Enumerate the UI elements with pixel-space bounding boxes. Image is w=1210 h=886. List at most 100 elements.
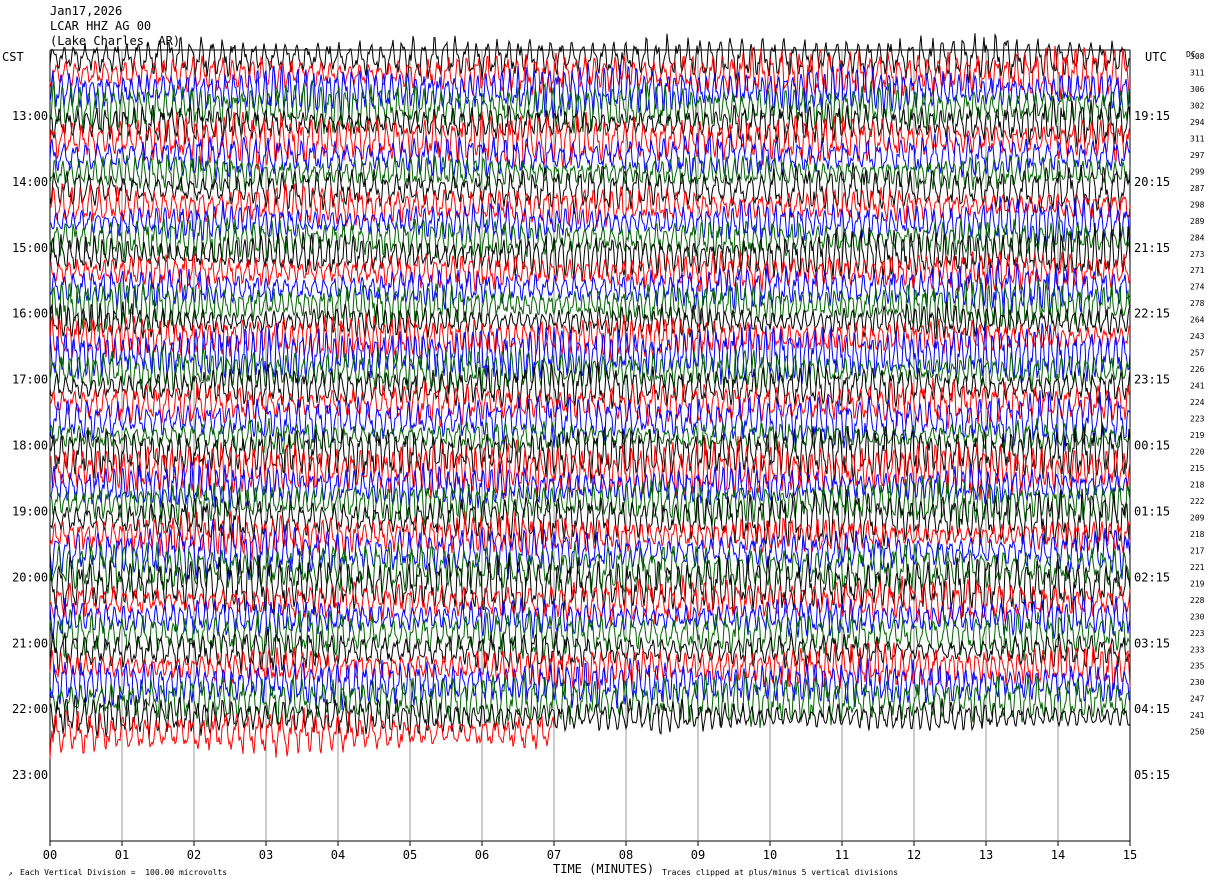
dc-offset-value: 294 [1190, 118, 1205, 127]
right-hour-label: 03:15 [1134, 636, 1170, 650]
dc-offset-value: 271 [1190, 266, 1205, 275]
dc-offset-value: 241 [1190, 382, 1205, 391]
seismic-trace [49, 628, 1131, 674]
seismic-trace [49, 418, 1131, 455]
left-hour-label: 17:00 [12, 373, 48, 387]
x-tick-label: 04 [331, 848, 345, 862]
seismic-trace [49, 510, 1131, 561]
left-hour-label: 14:00 [12, 175, 48, 189]
dc-offset-value: 308 [1190, 52, 1205, 61]
seismic-trace [49, 436, 1131, 501]
seismic-trace [49, 152, 1131, 193]
dc-offset-value: 241 [1190, 711, 1205, 720]
x-tick-label: 02 [187, 848, 201, 862]
dc-offset-value: 297 [1190, 151, 1205, 160]
seismic-trace [49, 181, 1131, 228]
seismic-trace [49, 62, 1131, 119]
x-axis-title: TIME (MINUTES) [553, 862, 655, 876]
left-hour-label: 20:00 [12, 570, 48, 584]
dc-offset-value: 218 [1190, 480, 1205, 489]
dc-offset-value: 219 [1190, 579, 1205, 588]
dc-offset-value: 298 [1190, 200, 1205, 209]
x-tick-label: 03 [259, 848, 273, 862]
station-location: (Lake Charles, AR) [50, 34, 181, 48]
x-tick-label: 11 [835, 848, 849, 862]
seismic-trace [49, 301, 1131, 340]
seismic-trace [49, 80, 1131, 136]
seismic-trace [49, 390, 1131, 452]
dc-offset-value: 223 [1190, 629, 1205, 638]
seismic-trace [49, 658, 1131, 710]
dc-offset-value: 311 [1190, 68, 1205, 77]
seismic-trace [49, 97, 1131, 148]
dc-offset-value: 209 [1190, 513, 1205, 522]
seismic-trace [49, 541, 1131, 596]
dc-offset-value: 306 [1190, 85, 1205, 94]
footer-mark: ↗ [8, 869, 13, 878]
dc-offset-value: 235 [1190, 662, 1205, 671]
dc-offset-value: 243 [1190, 332, 1205, 341]
left-hour-label: 13:00 [12, 109, 48, 123]
left-hour-label: 15:00 [12, 241, 48, 255]
right-hour-label: 19:15 [1134, 109, 1170, 123]
dc-offset-value: 215 [1190, 464, 1205, 473]
x-tick-label: 00 [43, 848, 57, 862]
dc-offset-value: 217 [1190, 546, 1205, 555]
left-hour-label: 16:00 [12, 307, 48, 321]
dc-offset-value: 311 [1190, 134, 1205, 143]
seismic-trace [49, 345, 1131, 395]
seismic-trace [49, 595, 1131, 640]
dc-offset-value: 219 [1190, 431, 1205, 440]
left-hour-label: 18:00 [12, 439, 48, 453]
x-tick-label: 10 [763, 848, 777, 862]
dc-offset-value: 302 [1190, 101, 1205, 110]
dc-offset-value: 224 [1190, 398, 1205, 407]
dc-offset-value: 230 [1190, 678, 1205, 687]
right-hour-label: 04:15 [1134, 702, 1170, 716]
dc-offset-value: 257 [1190, 349, 1205, 358]
dc-offset-value: 233 [1190, 645, 1205, 654]
right-hour-label: 20:15 [1134, 175, 1170, 189]
seismic-trace [49, 312, 1131, 362]
left-timezone-label: CST [2, 50, 24, 64]
seismic-trace [49, 640, 1131, 691]
right-hour-label: 22:15 [1134, 307, 1170, 321]
seismic-trace [49, 422, 1131, 484]
seismic-trace [49, 45, 1131, 102]
dc-offset-value: 284 [1190, 233, 1205, 242]
x-tick-label: 14 [1051, 848, 1065, 862]
left-hour-label: 22:00 [12, 702, 48, 716]
dc-offset-value: 223 [1190, 415, 1205, 424]
dc-offset-value: 274 [1190, 283, 1205, 292]
dc-offset-value: 273 [1190, 250, 1205, 259]
x-tick-label: 12 [907, 848, 921, 862]
dc-offset-value: 221 [1190, 563, 1205, 572]
x-tick-label: 15 [1123, 848, 1137, 862]
dc-offset-value: 220 [1190, 448, 1205, 457]
scale-note: Each Vertical Division = 100.00 microvol… [20, 868, 228, 877]
dc-offset-value: 289 [1190, 217, 1205, 226]
x-tick-label: 01 [115, 848, 129, 862]
clip-note: Traces clipped at plus/minus 5 vertical … [662, 868, 899, 877]
right-hour-label: 00:15 [1134, 439, 1170, 453]
right-hour-label: 05:15 [1134, 768, 1170, 782]
seismic-trace [49, 518, 1131, 582]
seismic-trace [49, 377, 1131, 430]
right-hour-label: 01:15 [1134, 504, 1170, 518]
seismic-trace [49, 258, 1131, 315]
right-timezone-label: UTC [1145, 50, 1167, 64]
seismic-trace [49, 475, 1131, 528]
right-hour-label: 21:15 [1134, 241, 1170, 255]
dc-offset-value: 222 [1190, 497, 1205, 506]
x-tick-label: 05 [403, 848, 417, 862]
dc-offset-value: 299 [1190, 167, 1205, 176]
left-hour-label: 19:00 [12, 504, 48, 518]
dc-offset-value: 226 [1190, 365, 1205, 374]
seismic-trace [49, 32, 1131, 84]
seismic-trace [49, 222, 1131, 282]
dc-offset-value: 218 [1190, 530, 1205, 539]
seismic-trace [49, 694, 1131, 740]
dc-offset-value: 247 [1190, 695, 1205, 704]
